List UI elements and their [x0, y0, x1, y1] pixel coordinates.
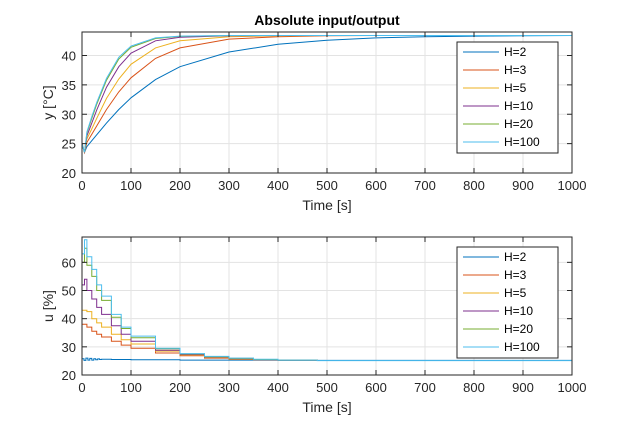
x-tick-label: 500 — [316, 380, 338, 395]
legend-label: H=3 — [504, 63, 527, 77]
subplot-2: 0 100 200 300 400 500 600 700 800 900 1000 20 30 40 50… — [40, 236, 587, 415]
legend-item[interactable]: H=100 — [463, 340, 540, 354]
y-tick-label: 40 — [62, 312, 76, 327]
x-tick-label: 400 — [267, 380, 289, 395]
x-tick-label: 100 — [120, 380, 142, 395]
legend-item[interactable]: H=2 — [463, 45, 527, 59]
y-tick-label: 35 — [62, 78, 76, 93]
y-axis-label: u [%] — [40, 290, 56, 322]
legend-item[interactable]: H=2 — [463, 250, 527, 264]
y-tick-label: 40 — [62, 49, 76, 64]
legend-label: H=100 — [504, 340, 540, 354]
x-tick-label: 300 — [218, 380, 240, 395]
legend-label: H=20 — [504, 117, 533, 131]
x-tick-label: 900 — [512, 380, 534, 395]
legend-box — [456, 246, 559, 359]
x-tick-label: 400 — [267, 178, 289, 193]
x-tick-label: 800 — [463, 380, 485, 395]
y-axis-label: y [°C] — [40, 85, 56, 119]
y-tick-label: 50 — [62, 284, 76, 299]
chart-title: Absolute input/output — [254, 12, 400, 28]
legend-label: H=5 — [504, 286, 527, 300]
legend-label: H=10 — [504, 304, 533, 318]
subplot-1: 0 100 200 300 400 500 600 700 800 900 1000 20 25 30 35… — [40, 12, 586, 213]
legend-label: H=2 — [504, 45, 527, 59]
legend-item[interactable]: H=10 — [463, 304, 533, 318]
legend-label: H=2 — [504, 250, 527, 264]
x-tick-label: 0 — [78, 178, 85, 193]
x-axis-label: Time [s] — [302, 399, 351, 415]
x-tick-label: 0 — [78, 380, 85, 395]
legend-item[interactable]: H=5 — [463, 286, 527, 300]
y-tick-label: 20 — [62, 166, 76, 181]
y-tick-label: 60 — [62, 255, 76, 270]
series-line-h100 — [81, 35, 572, 153]
y-tick-label: 25 — [62, 137, 76, 152]
y-tick-label: 30 — [62, 107, 76, 122]
legend-label: H=3 — [504, 268, 527, 282]
series-line-h2 — [81, 35, 573, 154]
x-tick-label: 500 — [316, 178, 338, 193]
legend-box — [456, 41, 559, 154]
x-tick-label: 1000 — [558, 380, 587, 395]
x-tick-label: 700 — [414, 380, 436, 395]
legend: H=2 H=3 H=5 H=10 H=20 H=100 — [456, 246, 559, 359]
legend-label: H=20 — [504, 322, 533, 336]
tick-group: 0 100 200 300 400 500 600 700 800 900 1000 20 25 30 35… — [62, 32, 587, 193]
legend-label: H=100 — [504, 135, 540, 149]
legend-label: H=10 — [504, 99, 533, 113]
series-group — [82, 239, 573, 362]
x-tick-label: 900 — [512, 178, 534, 193]
x-tick-label: 200 — [169, 380, 191, 395]
x-tick-label: 800 — [463, 178, 485, 193]
legend-label: H=5 — [504, 81, 527, 95]
x-tick-label: 700 — [414, 178, 436, 193]
x-tick-label: 1000 — [558, 178, 587, 193]
x-tick-label: 200 — [169, 178, 191, 193]
y-tick-label: 30 — [62, 340, 76, 355]
series-line-h100 — [82, 239, 573, 362]
legend-item[interactable]: H=20 — [463, 322, 533, 336]
x-tick-label: 100 — [120, 178, 142, 193]
legend-item[interactable]: H=3 — [463, 63, 527, 77]
tick-group: 0 100 200 300 400 500 600 700 800 900 1000 20 30 40 50… — [62, 237, 587, 395]
y-tick-label: 20 — [62, 368, 76, 383]
x-tick-label: 600 — [365, 380, 387, 395]
series-line-h2 — [82, 357, 573, 361]
legend: H=2 H=3 H=5 H=10 H=20 H=100 — [456, 41, 559, 154]
legend-item[interactable]: H=100 — [463, 135, 540, 149]
x-tick-label: 300 — [218, 178, 240, 193]
series-line-h3 — [81, 35, 572, 155]
legend-item[interactable]: H=10 — [463, 99, 533, 113]
legend-item[interactable]: H=20 — [463, 117, 533, 131]
legend-item[interactable]: H=3 — [463, 268, 527, 282]
x-tick-label: 600 — [365, 178, 387, 193]
x-axis-label: Time [s] — [302, 197, 351, 213]
legend-item[interactable]: H=5 — [463, 81, 527, 95]
